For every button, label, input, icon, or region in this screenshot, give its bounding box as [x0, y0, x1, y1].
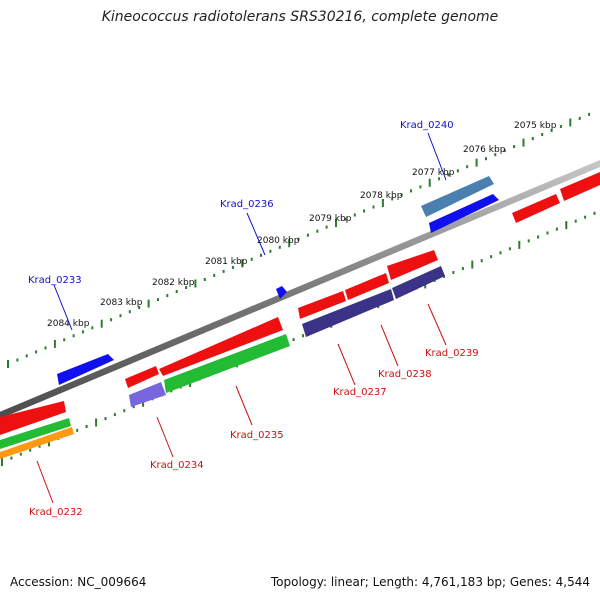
reverse-strand-features [0, 172, 600, 459]
gene-arrow-krad-0238-cds[interactable] [392, 266, 445, 299]
leader-krad-0236 [246, 212, 266, 256]
gene-arrow-next-reverse-b[interactable] [560, 172, 600, 201]
leader-krad-0240 [427, 132, 447, 181]
gene-label-krad-0236[interactable]: Krad_0236 [220, 199, 274, 210]
scale-label: 2075 kbp [514, 121, 557, 131]
gene-label-krad-0239[interactable]: Krad_0239 [425, 348, 479, 359]
gene-arrow-krad-0234[interactable] [125, 366, 159, 388]
gene-arrow-krad-0232[interactable] [0, 401, 66, 435]
accession-text: Accession: NC_009664 [10, 575, 147, 589]
leader-krad-0233 [53, 284, 73, 331]
leader-krad-0238 [380, 324, 399, 367]
label-leaders [36, 132, 447, 504]
gene-label-krad-0235[interactable]: Krad_0235 [230, 430, 284, 441]
leader-krad-0239 [427, 303, 447, 346]
scale-label: 2082 kbp [152, 278, 195, 288]
gene-arrow-krad-0240[interactable] [429, 194, 499, 233]
gene-arrow-krad-0237-cds[interactable] [302, 289, 394, 337]
leader-krad-0232 [36, 460, 54, 504]
map-title: Kineococcus radiotolerans SRS30216, comp… [101, 9, 499, 25]
gene-arrow-krad-0238[interactable] [345, 273, 389, 300]
gene-labels: Krad_0233 Krad_0236 Krad_0240 Krad_0232 … [28, 120, 479, 518]
scale-labels: 2075 kbp 2076 kbp 2077 kbp 2078 kbp 2079… [47, 121, 557, 329]
scale-label: 2080 kbp [257, 236, 300, 246]
scale-label: 2084 kbp [47, 319, 90, 329]
gene-arrow-krad-0234-cds[interactable] [129, 382, 166, 407]
scale-label: 2083 kbp [100, 298, 143, 308]
gene-label-krad-0238[interactable]: Krad_0238 [378, 369, 432, 380]
leader-krad-0237 [337, 343, 356, 386]
leader-krad-0235 [235, 385, 253, 426]
gene-arrow-next-reverse-a[interactable] [512, 194, 560, 223]
gene-arrow-krad-0232-cds[interactable] [0, 418, 71, 449]
scale-label: 2081 kbp [205, 257, 248, 267]
forward-strand-features [57, 176, 499, 385]
gene-arrow-krad-0235[interactable] [159, 317, 283, 376]
gene-label-krad-0232[interactable]: Krad_0232 [29, 507, 83, 518]
lower-scale-ticks [1, 211, 596, 466]
gene-arrow-krad-0233[interactable] [57, 354, 114, 385]
gene-arrow-krad-0237[interactable] [298, 291, 346, 319]
scale-label: 2077 kbp [412, 168, 455, 178]
gene-label-krad-0234[interactable]: Krad_0234 [150, 460, 204, 471]
gene-arrow-krad-0235-cds[interactable] [164, 334, 290, 393]
leader-krad-0234 [156, 416, 174, 458]
gene-label-krad-0237[interactable]: Krad_0237 [333, 387, 387, 398]
genome-summary-text: Topology: linear; Length: 4,761,183 bp; … [270, 575, 590, 589]
gene-arrow-krad-0240-cds[interactable] [421, 176, 494, 217]
gene-label-krad-0240[interactable]: Krad_0240 [400, 120, 454, 131]
upper-scale-ticks [7, 112, 591, 368]
gene-arrow-krad-0236[interactable] [276, 286, 287, 299]
gene-label-krad-0233[interactable]: Krad_0233 [28, 275, 82, 286]
genome-backbone [0, 160, 600, 419]
gene-arrow-krad-0232-product[interactable] [0, 427, 74, 459]
scale-label: 2078 kbp [360, 191, 403, 201]
gene-arrow-krad-0239[interactable] [387, 250, 438, 280]
scale-label: 2079 kbp [309, 214, 352, 224]
scale-label: 2076 kbp [463, 145, 506, 155]
